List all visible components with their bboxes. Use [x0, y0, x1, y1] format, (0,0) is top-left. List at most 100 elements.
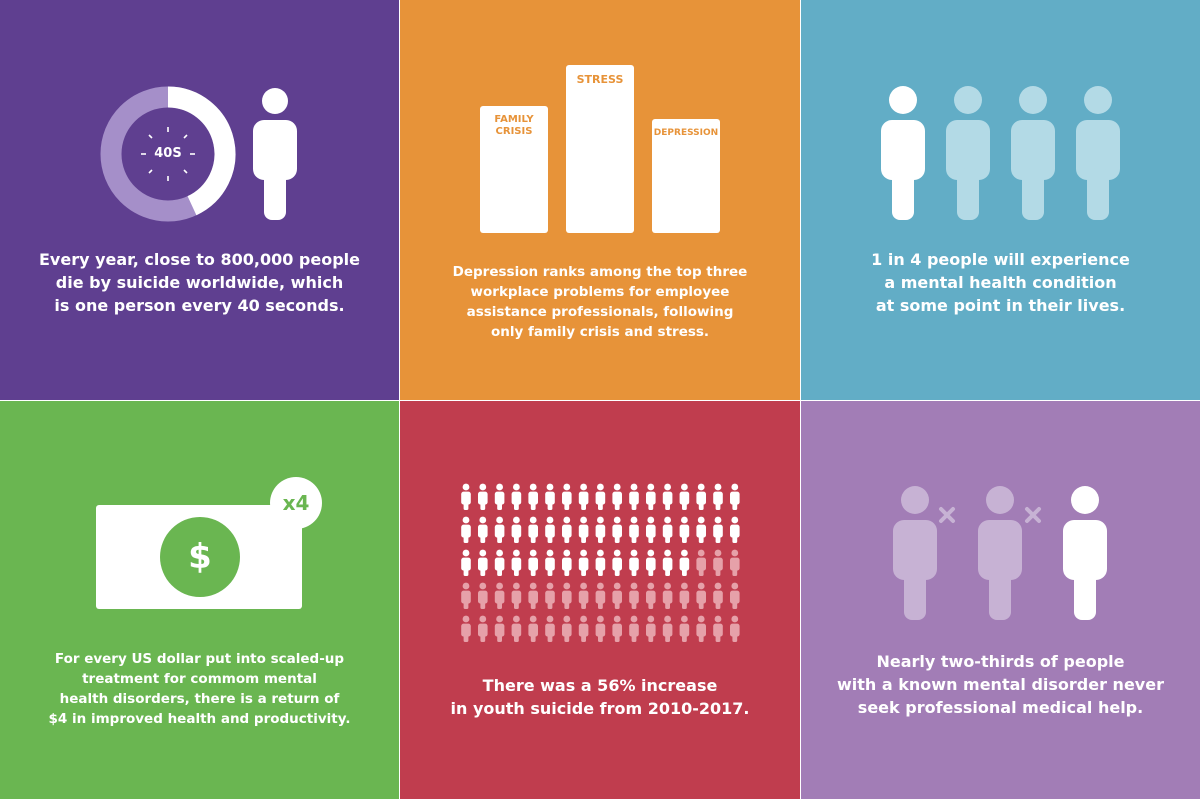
person-icon [578, 483, 589, 510]
person-icon [696, 483, 706, 510]
person-icon [696, 516, 706, 543]
person-icon [713, 483, 723, 510]
person-icon [494, 582, 505, 609]
person-icon [562, 582, 572, 609]
person-icon [679, 549, 690, 576]
person-icon [578, 516, 589, 543]
person-icon [494, 549, 505, 576]
tile-suicide-rate: 40S Every year, close to 800,000 people … [0, 0, 399, 400]
person-icon [511, 516, 522, 543]
person-icon [730, 516, 740, 543]
person-icon [253, 88, 297, 220]
person-icon [545, 516, 555, 543]
bar-stress: STRESS [566, 65, 634, 233]
person-icon [629, 483, 639, 510]
dollar-bill-icon: $ [96, 505, 302, 609]
person-icon [978, 486, 1022, 620]
person-icon [595, 615, 606, 642]
person-icon [478, 615, 488, 642]
timer-label: 40S [154, 146, 182, 161]
person-icon [730, 615, 740, 642]
person-icon [696, 615, 706, 642]
person-icon [662, 615, 673, 642]
person-icon [494, 615, 505, 642]
person-icon [696, 549, 706, 576]
person-icon [1011, 86, 1055, 220]
person-icon [528, 549, 538, 576]
person-icon [713, 549, 723, 576]
person-icon [562, 483, 572, 510]
person-icon [595, 483, 606, 510]
person-icon [528, 516, 538, 543]
person-icon [713, 582, 723, 609]
tile-youth-suicide: There was a 56% increase in youth suicid… [400, 401, 800, 799]
person-icon [461, 582, 471, 609]
person-icon [730, 582, 740, 609]
stopwatch-icon [100, 86, 236, 222]
person-icon [662, 582, 673, 609]
person-icon [528, 483, 538, 510]
person-icon [511, 549, 522, 576]
person-icon [730, 483, 740, 510]
person-icon [528, 615, 538, 642]
person-icon [511, 483, 522, 510]
person-icon [595, 582, 606, 609]
person-icon [562, 549, 572, 576]
person-icon [612, 516, 622, 543]
person-icon [730, 549, 740, 576]
person-icon [494, 483, 505, 510]
person-icon [1076, 86, 1120, 220]
suicide-rate-caption: Every year, close to 800,000 people die … [38, 250, 360, 315]
tile-return-on-investment: $ x4 For every US dollar put into scaled… [0, 401, 399, 799]
people-icons [881, 86, 1120, 220]
person-icon [545, 615, 555, 642]
person-icon [612, 483, 622, 510]
person-icon [646, 483, 656, 510]
youth-people-grid [461, 483, 740, 642]
person-icon [578, 582, 589, 609]
person-icon [662, 483, 673, 510]
person-icon [545, 549, 555, 576]
workplace-caption: Depression ranks among the top three wor… [452, 264, 748, 340]
person-icon [528, 582, 538, 609]
person-icon [713, 615, 723, 642]
person-icon [612, 615, 622, 642]
treatment-gap-caption: Nearly two-thirds of people with a known… [837, 652, 1164, 717]
tile-prevalence: 1 in 4 people will experience a mental h… [801, 0, 1200, 400]
person-icon [646, 582, 656, 609]
person-icon [478, 516, 488, 543]
person-icon [713, 516, 723, 543]
person-icon [545, 483, 555, 510]
person-icon [679, 582, 690, 609]
person-icon [696, 582, 706, 609]
cross-icon [1025, 507, 1041, 523]
person-icon [946, 86, 990, 220]
person-icon [629, 582, 639, 609]
cross-icon [939, 507, 955, 523]
prevalence-caption: 1 in 4 people will experience a mental h… [871, 250, 1130, 315]
person-icon [562, 516, 572, 543]
bar-depression: DEPRESSION [652, 119, 720, 233]
person-icon [461, 615, 471, 642]
person-icon [478, 582, 488, 609]
person-icon [595, 549, 606, 576]
person-icon [478, 483, 488, 510]
person-icon [461, 549, 471, 576]
person-icon [646, 516, 656, 543]
person-icon [629, 615, 639, 642]
person-icon [461, 483, 471, 510]
person-icon [612, 549, 622, 576]
tile-treatment-gap: Nearly two-thirds of people with a known… [801, 401, 1200, 799]
person-icon [679, 516, 690, 543]
person-icon [578, 549, 589, 576]
person-icon [893, 486, 937, 620]
people-icons [893, 486, 1107, 620]
person-icon [612, 582, 622, 609]
person-icon [478, 549, 488, 576]
person-icon [629, 549, 639, 576]
bar-label: FAMILY CRISIS [494, 114, 534, 137]
bar-label: STRESS [576, 73, 624, 86]
person-icon [511, 582, 522, 609]
person-icon [494, 516, 505, 543]
